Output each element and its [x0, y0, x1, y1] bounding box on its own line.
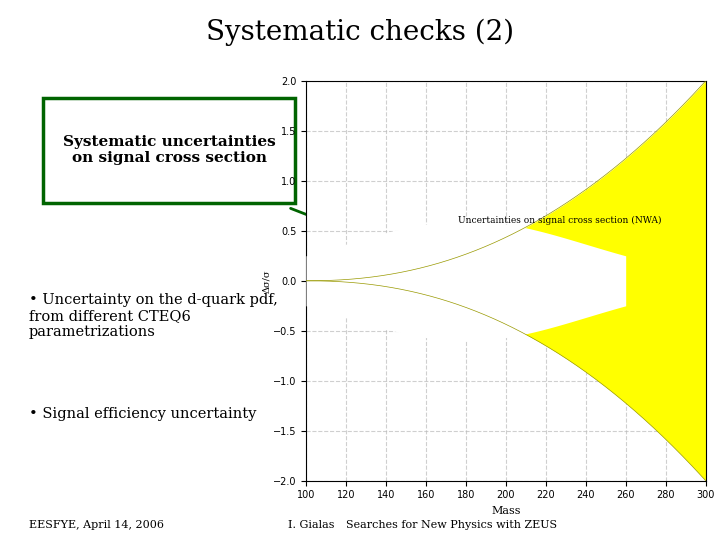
Text: EESFYE, April 14, 2006: EESFYE, April 14, 2006: [29, 521, 164, 530]
Y-axis label: Δσ/σ: Δσ/σ: [262, 269, 271, 293]
Text: • Uncertainty on the d-quark pdf,
from different CTEQ6
parametrizations: • Uncertainty on the d-quark pdf, from d…: [29, 293, 278, 339]
X-axis label: Mass: Mass: [491, 506, 521, 516]
Text: Uncertainties on signal cross section (NWA): Uncertainties on signal cross section (N…: [458, 217, 662, 225]
Text: • Signal efficiency uncertainty: • Signal efficiency uncertainty: [29, 407, 256, 421]
Text: Searches for New Physics with ZEUS: Searches for New Physics with ZEUS: [346, 521, 557, 530]
FancyBboxPatch shape: [43, 98, 295, 202]
Text: I. Gialas: I. Gialas: [288, 521, 335, 530]
Text: Systematic checks (2): Systematic checks (2): [206, 19, 514, 46]
Text: Systematic uncertainties
on signal cross section: Systematic uncertainties on signal cross…: [63, 135, 276, 165]
